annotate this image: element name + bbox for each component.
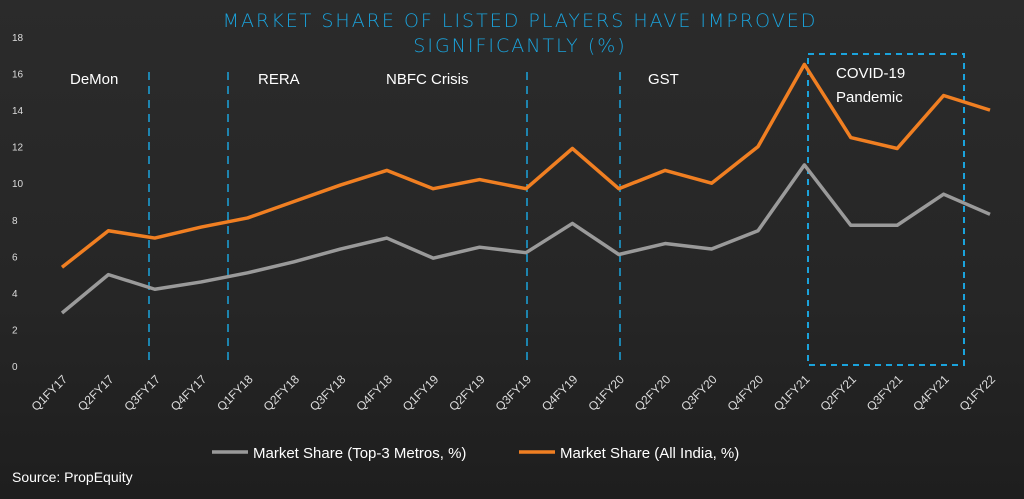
x-tick-label: Q2FY19 [446,372,488,414]
covid-period-box [807,53,965,366]
event-label: Pandemic [836,89,903,106]
y-tick-label: 6 [12,252,18,263]
event-label: GST [648,71,679,88]
x-tick-label: Q4FY20 [725,372,767,414]
y-tick-label: 0 [12,362,18,373]
y-tick-label: 4 [12,289,18,300]
x-tick-label: Q1FY19 [400,372,442,414]
x-tick-label: Q3FY19 [493,372,535,414]
x-tick-label: Q1FY22 [957,372,999,414]
event-label: COVID-19 [836,65,905,82]
y-tick-label: 10 [12,179,24,190]
x-tick-label: Q2FY21 [817,372,859,414]
x-tick-label: Q1FY20 [585,372,627,414]
y-tick-label: 12 [12,143,24,154]
y-tick-label: 16 [12,70,24,81]
y-tick-label: 2 [12,325,18,336]
source-note: Source: PropEquity [12,469,133,485]
x-tick-label: Q2FY17 [75,372,117,414]
x-tick-label: Q4FY21 [910,372,952,414]
x-tick-label: Q2FY20 [632,372,674,414]
event-label: DeMon [70,71,118,88]
y-tick-label: 8 [12,216,18,227]
x-tick-label: Q1FY21 [771,372,813,414]
chart-title-line1: MARKET SHARE OF LISTED PLAYERS HAVE IMPR… [223,10,818,32]
x-tick-label: Q1FY17 [29,372,71,414]
event-label: RERA [258,71,300,88]
x-tick-label: Q4FY19 [539,372,581,414]
legend-label: Market Share (Top-3 Metros, %) [253,445,466,462]
x-tick-label: Q3FY21 [864,372,906,414]
legend-label: Market Share (All India, %) [560,445,739,462]
x-tick-label: Q2FY18 [261,372,303,414]
y-tick-label: 14 [12,106,24,117]
x-tick-label: Q3FY20 [678,372,720,414]
y-tick-label: 18 [12,33,24,44]
x-tick-label: Q4FY18 [353,372,395,414]
event-label: NBFC Crisis [386,71,469,88]
x-tick-label: Q4FY17 [168,372,210,414]
x-tick-label: Q3FY17 [121,372,163,414]
x-tick-label: Q1FY18 [214,372,256,414]
x-tick-label: Q3FY18 [307,372,349,414]
chart-title-line2: SIGNIFICANTLY (%) [413,35,626,57]
